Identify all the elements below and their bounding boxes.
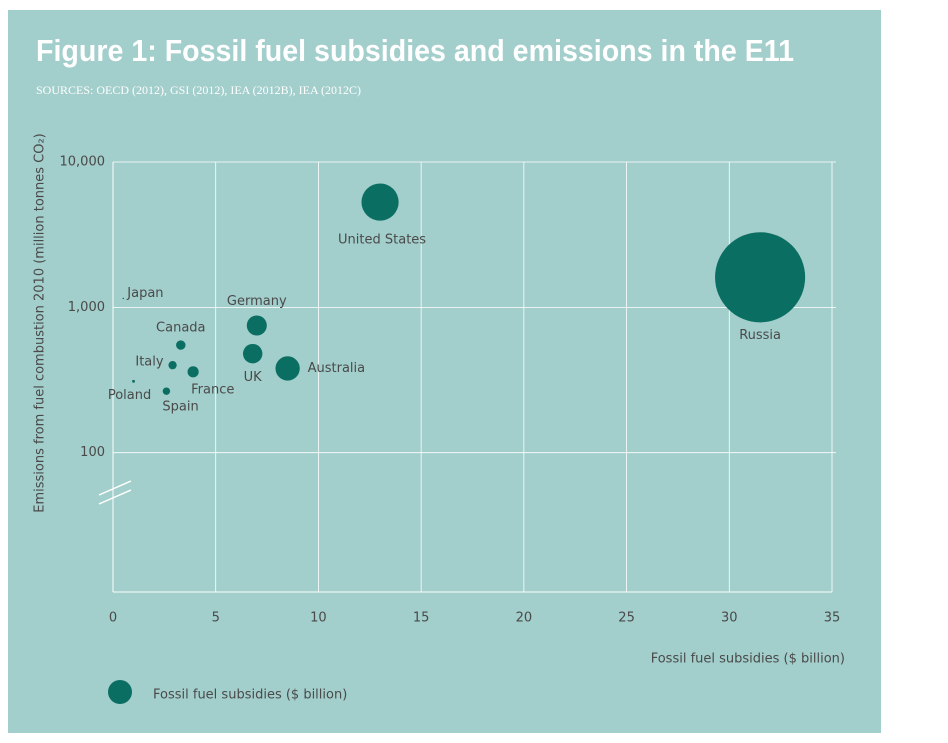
bubble xyxy=(246,315,267,336)
bubble xyxy=(176,340,186,350)
point-label: Poland xyxy=(108,388,151,403)
legend-marker xyxy=(108,680,132,704)
bubble xyxy=(242,343,263,364)
point-label: France xyxy=(191,382,234,397)
chart-title: Figure 1: Fossil fuel subsidies and emis… xyxy=(36,33,794,68)
y-axis-label: Emissions from fuel combustion 2010 (mil… xyxy=(33,133,48,513)
x-tick-label: 20 xyxy=(516,611,533,626)
x-tick-label: 35 xyxy=(824,611,841,626)
panel xyxy=(8,10,881,733)
bubble xyxy=(361,183,399,221)
x-tick-label: 5 xyxy=(212,611,220,626)
x-tick-label: 0 xyxy=(109,611,117,626)
x-axis-label: Fossil fuel subsidies ($ billion) xyxy=(651,652,845,667)
point-label: UK xyxy=(244,370,263,385)
y-tick-label: 10,000 xyxy=(60,155,106,170)
chart-subtitle: SOURCES: OECD (2012), GSI (2012), IEA (2… xyxy=(36,83,361,97)
x-tick-label: 10 xyxy=(310,611,327,626)
bubble xyxy=(132,379,135,383)
y-tick-label: 100 xyxy=(80,445,105,460)
bubble xyxy=(187,366,199,378)
x-tick-label: 30 xyxy=(721,611,738,626)
bubble xyxy=(122,297,124,300)
bubble xyxy=(715,232,806,323)
point-label: Russia xyxy=(739,328,781,343)
x-tick-label: 15 xyxy=(413,611,430,626)
axis-break xyxy=(98,480,132,505)
y-tick-label: 1,000 xyxy=(68,300,105,315)
legend-label: Fossil fuel subsidies ($ billion) xyxy=(153,688,347,703)
point-label: Spain xyxy=(162,400,198,415)
bubble xyxy=(162,387,171,395)
point-label: Canada xyxy=(156,321,205,336)
break-line xyxy=(98,489,132,505)
bubble xyxy=(168,361,177,370)
bubble xyxy=(275,356,300,381)
break-line xyxy=(98,480,132,496)
x-tick-label: 25 xyxy=(618,611,635,626)
point-label: United States xyxy=(338,233,426,248)
point-label: Japan xyxy=(126,286,163,301)
point-label: Italy xyxy=(135,355,164,370)
point-label: Australia xyxy=(308,361,366,376)
point-label: Germany xyxy=(227,294,287,309)
